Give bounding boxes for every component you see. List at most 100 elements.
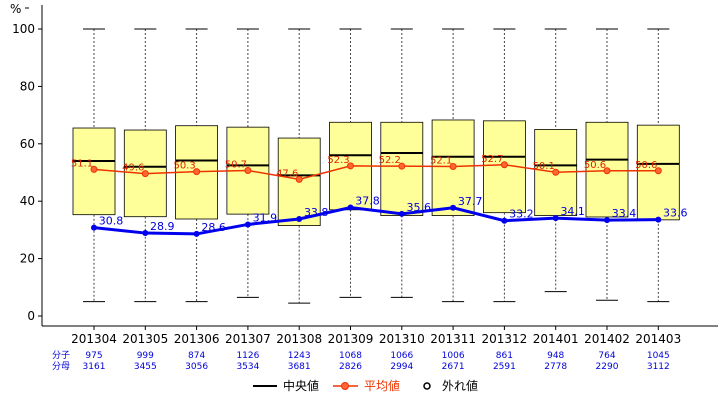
mean-value-label: 50.7 <box>225 159 247 170</box>
denominator-value: 2671 <box>442 362 465 372</box>
second-series-value-label: 28.6 <box>201 221 226 234</box>
data-labels: 51.1 49.6 50.3 50.7 47.6 52.3 52.2 52.1 52.7 50.1… <box>71 154 688 234</box>
second-series-point <box>244 221 251 228</box>
x-tick-label: 201305 <box>122 332 168 346</box>
second-series-value-label: 33.4 <box>612 207 637 220</box>
x-tick-label: 201304 <box>71 332 117 346</box>
x-tick-label: 201401 <box>533 332 579 346</box>
numerator-value: 975 <box>85 351 102 361</box>
numerator-value: 1006 <box>442 351 465 361</box>
numerator-value: 1126 <box>236 351 259 361</box>
second-series-value-label: 33.2 <box>509 208 534 221</box>
numerator-value: 861 <box>496 351 513 361</box>
second-series-point <box>501 217 508 224</box>
denominator-value: 3681 <box>288 362 311 372</box>
x-tick-label: 201402 <box>584 332 630 346</box>
y-tick-label: 0 <box>27 309 35 323</box>
y-tick-label: 100 <box>12 22 35 36</box>
numerator-value: 874 <box>188 351 205 361</box>
second-series-point <box>552 215 559 222</box>
numerator-value: 948 <box>547 351 564 361</box>
mean-point <box>295 175 303 183</box>
y-tick-label: 60 <box>20 137 35 151</box>
numerator-row-label: 分子 <box>52 350 70 361</box>
numerator-value: 764 <box>598 351 615 361</box>
y-axis-unit: % <box>10 2 21 16</box>
mean-value-label: 47.6 <box>276 168 298 179</box>
numerator-value: 1066 <box>390 351 413 361</box>
mean-value-label: 51.1 <box>71 158 93 169</box>
x-tick-label: 201309 <box>328 332 374 346</box>
mean-point <box>193 168 201 176</box>
x-axis-labels: 201304 201305 201306 201307 201308 201309 2013… <box>71 332 681 346</box>
x-tick-label: 201306 <box>174 332 220 346</box>
mean-value-label: 52.2 <box>379 155 401 166</box>
second-series-point <box>604 217 610 224</box>
second-series-value-label: 34.1 <box>560 205 585 218</box>
mean-point <box>449 162 457 170</box>
mean-value-label: 52.7 <box>481 154 503 165</box>
second-series-point <box>91 224 97 231</box>
numerator-value: 1243 <box>288 351 311 361</box>
second-series-value-label: 28.9 <box>150 220 175 233</box>
y-tick-label: 40 <box>20 194 35 208</box>
series-lines <box>90 161 662 237</box>
mean-line <box>93 163 659 181</box>
legend-mean-label: 平均値 <box>364 378 400 393</box>
second-series-value-label: 30.8 <box>99 215 124 228</box>
mean-point <box>398 162 406 170</box>
second-series-value-label: 33.6 <box>663 207 688 220</box>
numerator-value: 1068 <box>339 351 362 361</box>
mean-point <box>347 162 354 170</box>
second-series-value-label: 33.8 <box>304 206 329 219</box>
mean-value-label: 50.6 <box>584 160 606 171</box>
second-series-line <box>93 205 659 236</box>
second-series-value-label: 37.8 <box>355 195 380 208</box>
x-tick-label: 201307 <box>225 332 271 346</box>
denominator-value: 3112 <box>647 362 670 372</box>
mean-value-label: 50.3 <box>173 161 195 172</box>
second-series-value-label: 31.9 <box>253 211 278 224</box>
x-tick-label: 201312 <box>481 332 527 346</box>
mean-point <box>141 170 149 178</box>
denominator-row-label: 分母 <box>52 361 70 372</box>
x-tick-label: 201310 <box>379 332 425 346</box>
x-tick-label: 201311 <box>430 332 476 346</box>
denominator-value: 2778 <box>544 362 567 372</box>
denominator-value: 3534 <box>236 362 259 372</box>
second-series-point <box>142 230 149 237</box>
second-series-point <box>655 216 662 223</box>
mean-point <box>90 165 98 173</box>
mean-point <box>603 167 611 175</box>
denominator-value: 2591 <box>493 362 516 372</box>
second-series-point <box>398 210 405 217</box>
mean-value-label: 50.1 <box>533 161 555 172</box>
x-tick-label: 201403 <box>635 332 681 346</box>
denominator-value: 3455 <box>134 362 157 372</box>
numerator-value: 999 <box>137 351 154 361</box>
mean-point <box>654 167 662 175</box>
mean-value-label: 49.6 <box>122 163 144 174</box>
mean-point <box>244 166 252 174</box>
y-tick-label: 20 <box>20 252 35 266</box>
second-series-point <box>347 204 354 211</box>
mean-value-label: 52.1 <box>430 155 452 166</box>
legend-outlier-swatch <box>423 382 431 390</box>
mean-point <box>552 168 560 176</box>
denominator-value: 3056 <box>185 362 208 372</box>
axes: % 0 20 40 60 80 100 <box>10 2 718 330</box>
legend-mean-swatch-point <box>341 382 349 390</box>
denominator-value: 2994 <box>390 362 413 372</box>
denominator-value: 2826 <box>339 362 362 372</box>
legend-outlier-label: 外れ値 <box>442 378 478 393</box>
denominator-value: 2290 <box>596 362 619 372</box>
second-series-point <box>296 215 303 222</box>
mean-value-label: 50.6 <box>635 160 657 171</box>
y-tick-label: 80 <box>20 79 35 93</box>
second-series-value-label: 37.7 <box>458 195 483 208</box>
mean-point <box>500 161 508 169</box>
second-series-point <box>450 204 457 211</box>
mean-value-label: 52.3 <box>327 155 349 166</box>
